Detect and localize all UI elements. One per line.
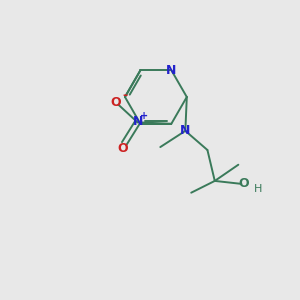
Text: O: O bbox=[238, 177, 249, 190]
Text: N: N bbox=[166, 64, 176, 77]
Text: O: O bbox=[110, 96, 121, 109]
Text: H: H bbox=[254, 184, 262, 194]
Text: N: N bbox=[133, 115, 143, 128]
Text: +: + bbox=[140, 111, 148, 121]
Text: -: - bbox=[122, 89, 128, 102]
Text: O: O bbox=[118, 142, 128, 155]
Text: N: N bbox=[180, 124, 190, 137]
